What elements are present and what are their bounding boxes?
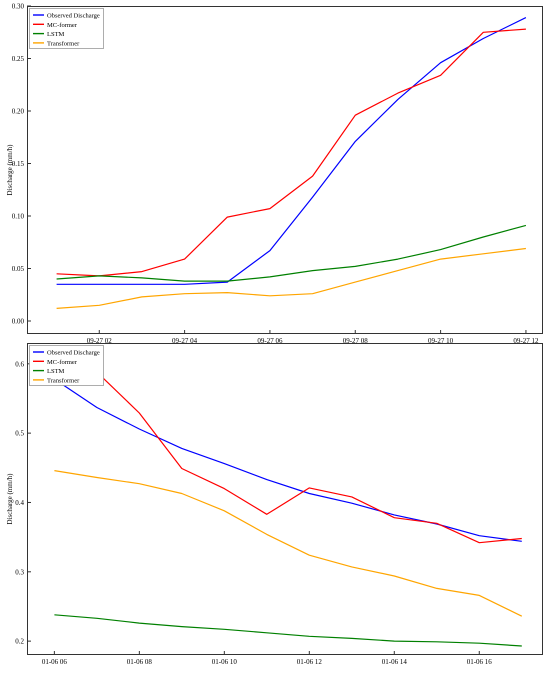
legend-label: LSTM [47,368,65,375]
legend-label: MC-former [47,22,78,29]
y-tick-label: 0.20 [12,108,25,116]
series-line-0 [56,17,527,285]
y-tick-label: 0.25 [12,55,25,63]
y-tick-label: 0.5 [15,430,24,438]
y-tick-label: 0.30 [12,3,25,11]
y-axis-label: Discharge (mm/h) [6,473,14,525]
y-tick-label: 0.00 [12,318,25,326]
y-axis-label: Discharge (mm/h) [6,144,14,196]
y-tick-label: 0.3 [15,568,24,576]
chart-bottom: 0.2 0.3 0.4 0.5 0.6 01-06 06 01-06 08 01-06 10 0… [6,343,543,666]
x-tick-label: 09-27 02 [87,337,113,345]
y-tick-label: 0.05 [12,265,25,273]
legend-label: Transformer [47,40,80,47]
x-tick-label: 09-27 04 [172,337,198,345]
x-tick-label: 01-06 10 [212,658,238,666]
y-tick-label: 0.15 [12,160,25,168]
series-line-3 [56,247,526,309]
y-tick-label: 0.10 [12,213,25,221]
series-line-0 [54,378,522,542]
series-line-1 [54,359,522,544]
chart-top: 0.00 0.05 0.10 0.15 0.20 0.25 0.30 09-27 02 09-2… [6,3,543,345]
series-line-2 [54,614,522,647]
plot-frame [27,6,543,334]
legend-label: Observed Discharge [47,13,100,20]
x-tick-label: 09-27 12 [513,337,539,345]
series-line-2 [56,224,527,282]
x-tick-label: 01-06 12 [297,658,323,666]
series-line-1 [56,28,526,277]
legend-label: Transformer [47,377,80,384]
x-tick-label: 09-27 06 [257,337,283,345]
legend-label: Observed Discharge [47,350,100,357]
x-tick-label: 01-06 14 [382,658,408,666]
x-tick-label: 09-27 10 [428,337,454,345]
y-tick-label: 0.2 [15,638,24,646]
x-tick-label: 01-06 06 [42,658,68,666]
x-tick-label: 01-06 16 [467,658,493,666]
legend-label: MC-former [47,359,78,366]
plot-frame [27,343,543,655]
legend-label: LSTM [47,31,65,38]
x-tick-label: 01-06 08 [127,658,153,666]
y-tick-label: 0.6 [15,360,24,368]
series-line-3 [54,470,523,617]
x-tick-label: 09-27 08 [343,337,369,345]
y-tick-label: 0.4 [15,499,24,507]
